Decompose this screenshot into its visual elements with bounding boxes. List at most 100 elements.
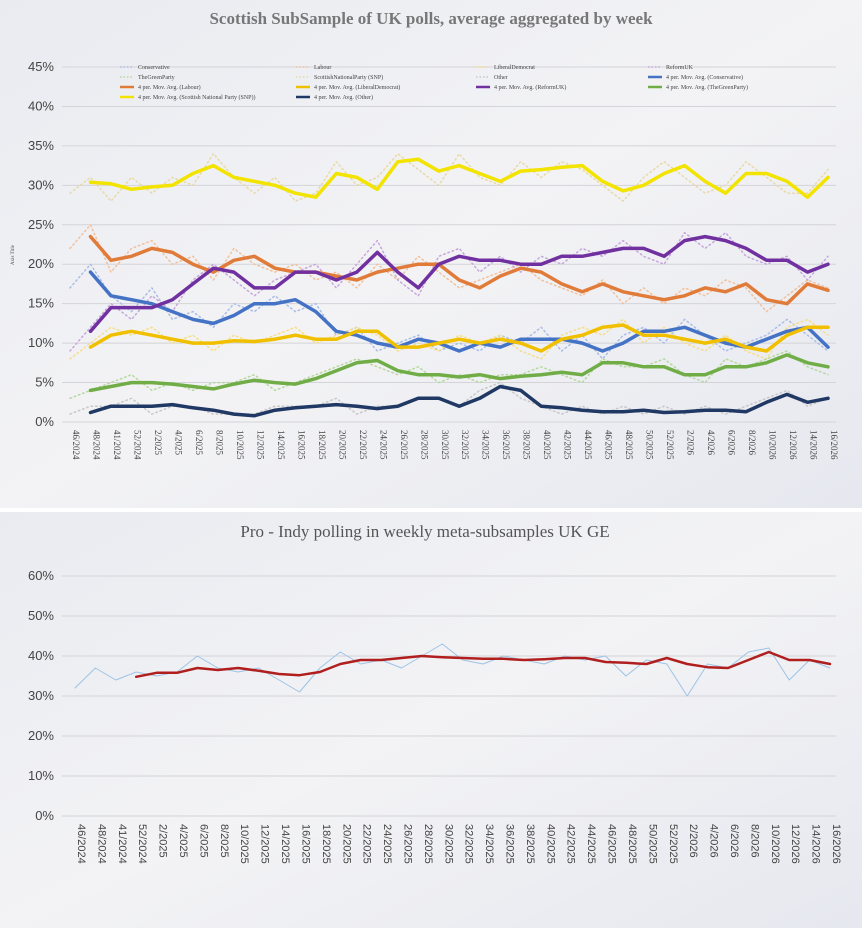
- series-line: [69, 318, 829, 360]
- series-line: [88, 270, 830, 353]
- x-tick-label: 8/2025: [218, 824, 230, 858]
- chart-title: Pro - Indy polling in weekly meta-subsam…: [240, 522, 609, 541]
- x-tick-label: 10/2025: [235, 430, 245, 460]
- x-tick-label: 46/2024: [71, 430, 81, 460]
- x-tick-label: 14/2026: [810, 824, 822, 864]
- x-tick-label: 10/2025: [238, 824, 250, 864]
- x-tick-label: 16/2026: [830, 824, 842, 864]
- x-tick-label: 41/2024: [112, 430, 122, 460]
- x-tick-label: 26/2025: [401, 824, 413, 864]
- x-tick-label: 48/2025: [626, 824, 638, 864]
- x-tick-label: 2/2025: [157, 824, 169, 858]
- y-tick-label: 25%: [28, 217, 54, 232]
- y-axis-title: Axis Title: [11, 244, 16, 265]
- x-tick-label: 32/2025: [463, 824, 475, 864]
- x-tick-label: 2/2025: [153, 430, 163, 456]
- x-tick-label: 10/2026: [768, 430, 778, 460]
- series-line: [88, 234, 830, 334]
- x-tick-label: 48/2024: [95, 824, 107, 864]
- y-tick-label: 20%: [28, 256, 54, 271]
- legend-label: LiberalDemocrat: [494, 65, 535, 71]
- x-tick-label: 46/2024: [75, 824, 87, 864]
- x-tick-label: 12/2025: [255, 430, 265, 460]
- x-tick-label: 38/2025: [522, 430, 532, 460]
- series-line: [88, 384, 830, 418]
- x-tick-label: 46/2025: [606, 824, 618, 864]
- x-tick-label: 34/2025: [483, 824, 495, 864]
- x-tick-label: 40/2025: [544, 824, 556, 864]
- x-tick-label: 16/2026: [829, 430, 839, 460]
- series-line: [69, 231, 829, 352]
- y-tick-label: 0%: [35, 808, 54, 823]
- x-tick-label: 2/2026: [686, 430, 696, 456]
- x-tick-label: 32/2025: [460, 430, 470, 460]
- x-tick-label: 52/2024: [132, 430, 142, 460]
- x-tick-label: 46/2025: [604, 430, 614, 460]
- legend-label: 4 per. Mov. Avg. (LiberalDemocrat): [314, 84, 400, 91]
- x-tick-label: 44/2025: [583, 430, 593, 460]
- chart-background: [0, 0, 862, 508]
- x-tick-label: 22/2025: [361, 824, 373, 864]
- x-tick-label: 41/2024: [116, 824, 128, 864]
- x-tick-label: 38/2025: [524, 824, 536, 864]
- x-tick-label: 6/2025: [194, 430, 204, 456]
- x-tick-label: 6/2026: [727, 430, 737, 456]
- series-line: [88, 353, 830, 393]
- legend-label: Other: [494, 75, 508, 81]
- x-tick-label: 20/2025: [340, 824, 352, 864]
- y-tick-label: 0%: [35, 414, 54, 429]
- x-tick-label: 16/2025: [296, 430, 306, 460]
- series-line: [74, 643, 831, 697]
- y-tick-label: 10%: [28, 768, 54, 783]
- x-tick-label: 10/2026: [769, 824, 781, 864]
- x-tick-label: 30/2025: [440, 430, 450, 460]
- divider: [0, 508, 862, 512]
- x-tick-label: 12/2026: [789, 824, 801, 864]
- x-tick-label: 28/2025: [419, 430, 429, 460]
- legend-label: Conservative: [138, 65, 170, 71]
- x-tick-label: 8/2026: [747, 430, 757, 456]
- legend-label: 4 per. Mov. Avg. (Conservative): [666, 74, 743, 81]
- series-line: [88, 323, 830, 353]
- series-line: [69, 224, 829, 313]
- legend-label: ReformUK: [666, 64, 694, 71]
- series-line: [88, 157, 830, 199]
- x-tick-label: 24/2025: [381, 824, 393, 864]
- x-tick-label: 36/2025: [504, 824, 516, 864]
- y-tick-label: 30%: [28, 688, 54, 703]
- chart-background: [0, 512, 862, 928]
- legend-label: 4 per. Mov. Avg. (ReformUK): [494, 84, 566, 91]
- x-tick-label: 42/2025: [565, 824, 577, 864]
- x-tick-label: 22/2025: [358, 430, 368, 460]
- legend-label: ScottishNationalParty (SNP): [314, 74, 383, 81]
- x-tick-label: 28/2025: [422, 824, 434, 864]
- y-tick-label: 60%: [28, 568, 54, 583]
- x-tick-label: 52/2024: [136, 824, 148, 864]
- y-tick-label: 40%: [28, 98, 54, 113]
- x-tick-label: 2/2026: [687, 824, 699, 858]
- legend-label: TheGreenParty: [138, 75, 175, 81]
- y-tick-label: 50%: [28, 608, 54, 623]
- x-tick-label: 8/2026: [748, 824, 760, 858]
- y-tick-label: 5%: [35, 375, 54, 390]
- y-tick-label: 10%: [28, 335, 54, 350]
- x-tick-label: 14/2025: [276, 430, 286, 460]
- x-tick-label: 52/2025: [667, 824, 679, 864]
- x-tick-label: 42/2025: [563, 430, 573, 460]
- x-tick-label: 50/2025: [645, 430, 655, 460]
- y-tick-label: 15%: [28, 296, 54, 311]
- legend-label: Labour: [314, 65, 331, 71]
- y-tick-label: 40%: [28, 648, 54, 663]
- x-tick-label: 12/2026: [788, 430, 798, 460]
- x-tick-label: 14/2025: [279, 824, 291, 864]
- x-tick-label: 48/2025: [624, 430, 634, 460]
- x-tick-label: 16/2025: [299, 824, 311, 864]
- y-tick-label: 20%: [28, 728, 54, 743]
- x-tick-label: 4/2025: [177, 824, 189, 858]
- series-line: [88, 234, 830, 306]
- x-tick-label: 40/2025: [542, 430, 552, 460]
- x-tick-label: 4/2026: [708, 824, 720, 858]
- x-tick-label: 18/2025: [320, 824, 332, 864]
- y-tick-label: 30%: [28, 177, 54, 192]
- x-tick-label: 20/2025: [337, 430, 347, 460]
